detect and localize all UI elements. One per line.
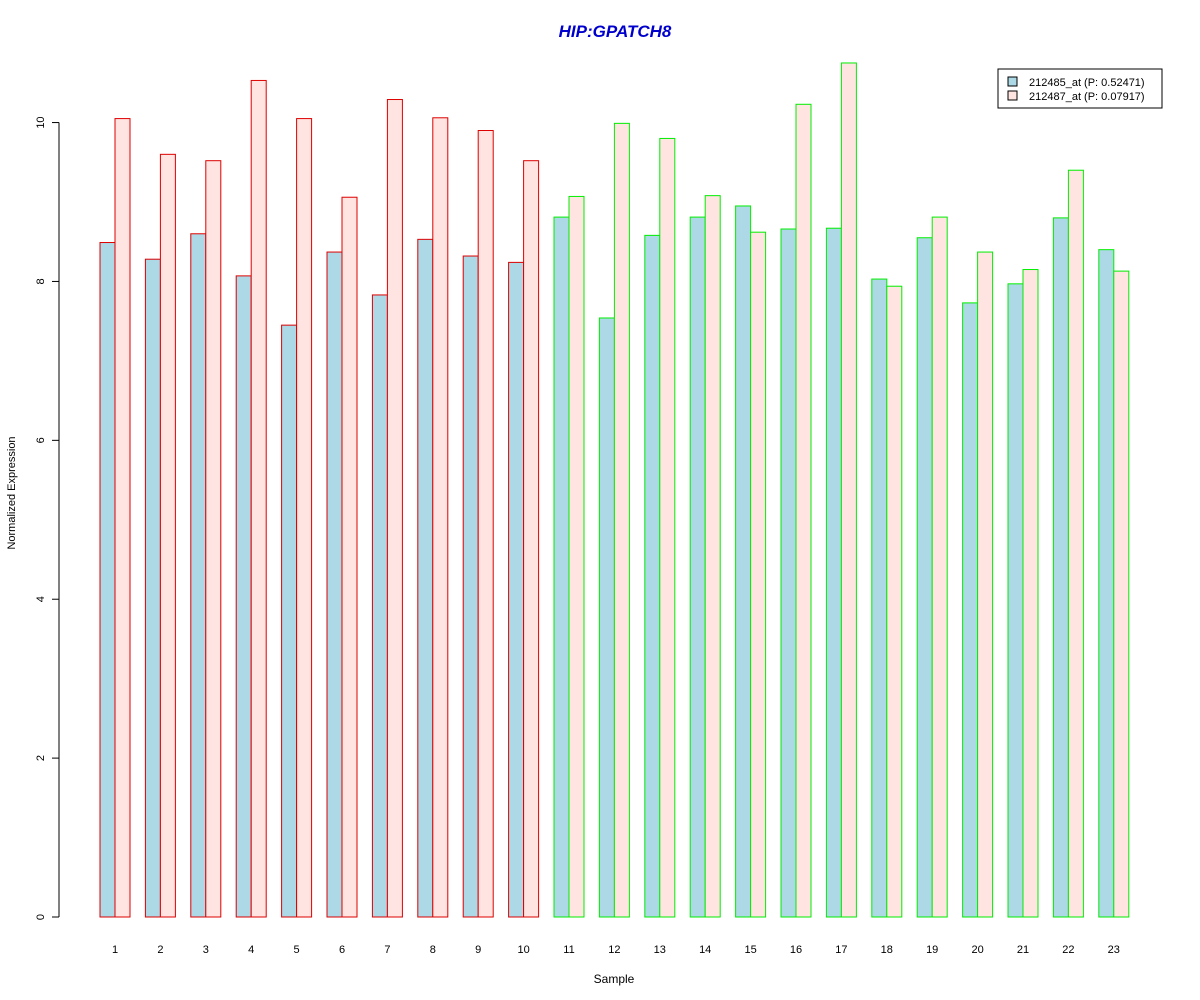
legend: 212485_at (P: 0.52471) 212487_at (P: 0.0… [997, 68, 1163, 109]
bar-212487-sample-22 [1067, 169, 1084, 918]
bar-212485-sample-18 [871, 278, 888, 918]
bar-212485-sample-11 [553, 216, 570, 918]
bar-212487-sample-15 [750, 231, 767, 918]
bar-212487-sample-9 [477, 130, 494, 918]
x-tick-label: 12 [608, 944, 620, 956]
x-tick-label: 3 [203, 944, 209, 956]
x-tick-label: 9 [475, 944, 481, 956]
bar-212487-sample-17 [840, 62, 857, 918]
bar-212485-sample-15 [735, 205, 752, 918]
y-tick-label: 4 [35, 596, 47, 602]
x-tick-label: 2 [157, 944, 163, 956]
x-tick-label: 6 [339, 944, 345, 956]
y-tick-label: 2 [35, 755, 47, 761]
bar-212487-sample-2 [159, 153, 176, 918]
bar-212485-sample-14 [689, 216, 706, 918]
bar-212487-sample-8 [432, 117, 449, 918]
legend-swatch-212487 [1007, 90, 1018, 101]
x-tick-label: 15 [744, 944, 756, 956]
x-tick-label: 8 [430, 944, 436, 956]
legend-box [997, 68, 1163, 109]
x-tick-label: 7 [384, 944, 390, 956]
bar-212485-sample-9 [462, 255, 479, 918]
bar-212487-sample-11 [568, 195, 585, 918]
bar-212485-sample-10 [508, 261, 525, 918]
x-tick-label: 20 [971, 944, 983, 956]
x-tick-label: 13 [654, 944, 666, 956]
y-tick-label: 6 [35, 437, 47, 443]
bar-212485-sample-5 [281, 324, 298, 918]
chart-title: HIP:GPATCH8 [559, 22, 672, 41]
bar-212487-sample-4 [250, 79, 267, 918]
bar-212485-sample-21 [1007, 283, 1024, 918]
bar-212487-sample-7 [386, 99, 403, 918]
legend-label-212487: 212487_at (P: 0.07917) [1029, 91, 1145, 103]
bar-212485-sample-1 [99, 242, 116, 918]
y-axis-label: Normalized Expression [6, 436, 18, 549]
bar-212485-sample-8 [417, 238, 434, 918]
bar-212485-sample-22 [1052, 217, 1069, 918]
bar-212485-sample-13 [644, 234, 661, 918]
y-tick-label: 0 [35, 914, 47, 920]
x-tick-label: 14 [699, 944, 711, 956]
bar-212485-sample-6 [326, 251, 343, 918]
bars [99, 62, 1130, 918]
legend-swatch-212485 [1007, 76, 1018, 87]
bar-212485-sample-3 [190, 233, 207, 918]
bar-212485-sample-16 [780, 228, 797, 918]
bar-212487-sample-19 [931, 216, 948, 918]
x-tick-label: 21 [1017, 944, 1029, 956]
bar-212487-sample-18 [886, 285, 903, 918]
x-tick-label: 1 [112, 944, 118, 956]
bar-212487-sample-1 [114, 118, 131, 918]
bar-212485-sample-17 [825, 227, 842, 918]
x-axis-label: Sample [594, 972, 635, 986]
y-tick-label: 10 [35, 116, 47, 128]
x-tick-label: 23 [1108, 944, 1120, 956]
bar-212485-sample-7 [371, 294, 388, 918]
x-tick-label: 19 [926, 944, 938, 956]
bar-212485-sample-12 [598, 317, 615, 918]
legend-label-212485: 212485_at (P: 0.52471) [1029, 77, 1145, 89]
bar-212487-sample-10 [523, 160, 540, 918]
bar-212485-sample-20 [962, 302, 979, 918]
bar-212487-sample-14 [704, 195, 721, 918]
bar-212487-sample-6 [341, 196, 358, 918]
x-tick-label: 16 [790, 944, 802, 956]
x-tick-label: 17 [835, 944, 847, 956]
bar-212487-sample-20 [977, 251, 994, 918]
bar-212487-sample-13 [659, 137, 676, 918]
bar-212487-sample-21 [1022, 269, 1039, 918]
bar-212485-sample-19 [916, 237, 933, 918]
x-tick-label: 5 [294, 944, 300, 956]
bar-212487-sample-12 [613, 122, 630, 918]
bar-212485-sample-23 [1098, 249, 1115, 918]
bar-212487-sample-5 [296, 118, 313, 918]
x-tick-label: 11 [563, 944, 574, 956]
y-axis: 0 2 4 6 8 10 [35, 116, 60, 920]
x-tick-labels: 1 2 3 4 5 6 7 8 9 10 11 12 13 14 15 16 17 18 19 20 21 22 23 [112, 944, 1120, 956]
x-tick-label: 4 [248, 944, 254, 956]
x-tick-label: 10 [517, 944, 529, 956]
bar-212487-sample-3 [205, 160, 222, 918]
bar-212487-sample-23 [1113, 270, 1130, 918]
bar-212487-sample-16 [795, 103, 812, 918]
x-tick-label: 18 [881, 944, 893, 956]
bar-212485-sample-4 [235, 275, 252, 918]
x-tick-label: 22 [1062, 944, 1074, 956]
bar-212485-sample-2 [144, 258, 161, 918]
y-tick-label: 8 [35, 278, 47, 284]
